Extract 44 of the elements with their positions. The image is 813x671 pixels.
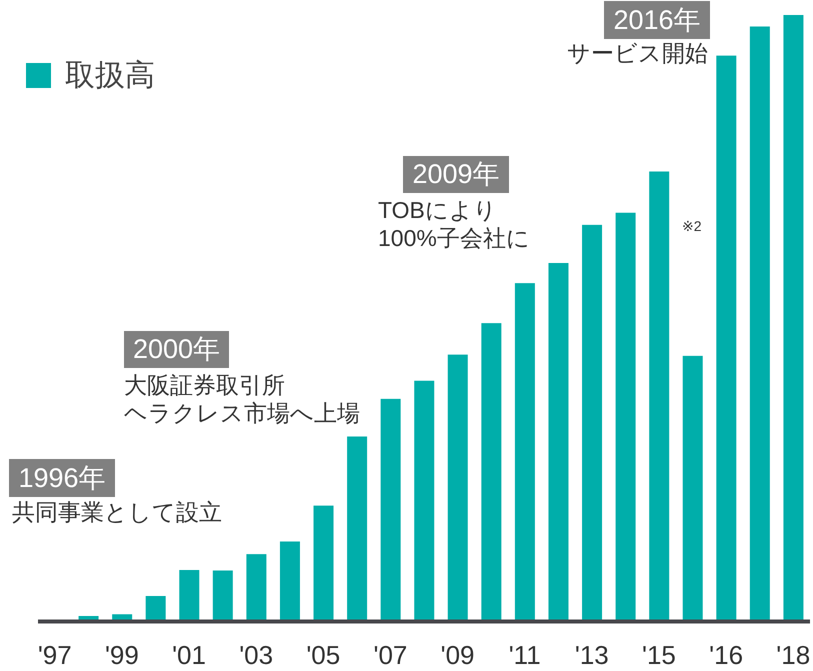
- annotation: 大阪証券取引所: [124, 371, 285, 399]
- bar: [582, 224, 602, 622]
- bar: [481, 323, 502, 622]
- annotation: 1996年: [9, 459, 115, 497]
- bar: [179, 570, 200, 622]
- x-tick-label: '16: [709, 640, 744, 670]
- bar: [649, 171, 670, 622]
- annotation: 共同事業として設立: [12, 498, 222, 526]
- legend-label: 取扱高: [65, 59, 155, 92]
- x-tick-label: '07: [373, 640, 408, 670]
- x-tick-label: '15: [642, 640, 676, 670]
- bar: [616, 212, 636, 622]
- x-tick-label: '01: [172, 640, 206, 670]
- annotation: 2016年: [604, 1, 710, 39]
- annotation: ※2: [682, 217, 702, 236]
- x-tick-label: '99: [104, 640, 139, 670]
- x-tick-label: '97: [38, 640, 72, 670]
- bar: [682, 356, 703, 622]
- annotation: 2000年: [124, 331, 229, 368]
- bar: [347, 436, 368, 622]
- bar: [548, 263, 568, 622]
- x-tick-label: '03: [239, 640, 274, 670]
- bar: [514, 283, 535, 622]
- x-tick-label: '18: [776, 640, 810, 670]
- bar: [750, 26, 770, 622]
- bar: [146, 596, 166, 622]
- x-tick-label: '13: [574, 640, 609, 670]
- bar: [212, 570, 233, 622]
- bar: [314, 506, 334, 622]
- annotation: ヘラクレス市場へ上場: [124, 399, 360, 427]
- bar: [246, 554, 266, 622]
- annotation: 2009年: [403, 156, 509, 193]
- annotation: サービス開始: [567, 39, 708, 67]
- annotation: TOBにより: [378, 196, 497, 224]
- annotation: 100%子会社に: [378, 224, 530, 252]
- x-tick-label: '11: [508, 640, 541, 670]
- x-tick-label: '05: [306, 640, 340, 670]
- bar: [783, 15, 804, 622]
- x-tick-label: '09: [440, 640, 475, 670]
- bar: [280, 541, 300, 622]
- bar: [414, 380, 434, 622]
- bar: [448, 354, 468, 622]
- bar: [380, 398, 401, 622]
- bar: [716, 56, 736, 622]
